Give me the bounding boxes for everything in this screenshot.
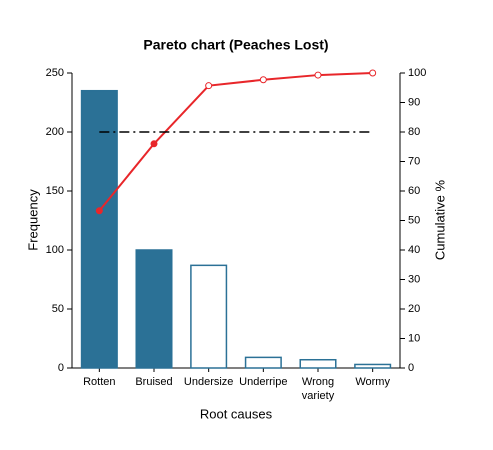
y2-axis-label: Cumulative % (432, 179, 447, 260)
y2-tick-label: 20 (408, 303, 420, 315)
bar (354, 363, 392, 369)
x-tick-label: Wormy (355, 376, 390, 388)
y-tick-label: 100 (46, 244, 64, 256)
y2-tick-label: 30 (408, 273, 420, 285)
y2-tick-label: 70 (408, 155, 420, 167)
x-tick-label: Rotten (83, 376, 116, 388)
y-tick-label: 150 (46, 185, 64, 197)
y2-tick-label: 60 (408, 185, 420, 197)
x-tick-label: Bruised (135, 376, 173, 388)
y-tick-label: 0 (58, 362, 64, 374)
line-marker (369, 69, 377, 77)
bar (135, 249, 173, 369)
y2-tick-label: 50 (408, 214, 420, 226)
bar (299, 358, 337, 369)
y2-tick-label: 40 (408, 244, 420, 256)
y2-tick-label: 10 (408, 332, 420, 344)
y2-tick-label: 0 (408, 362, 414, 374)
y2-tick-label: 80 (408, 126, 420, 138)
x-tick-label: Underripe (239, 376, 288, 388)
line-marker (150, 140, 158, 148)
line-marker (314, 71, 322, 79)
y2-tick-label: 100 (408, 67, 426, 79)
bar (244, 356, 282, 369)
chart-title: Pareto chart (Peaches Lost) (143, 37, 328, 53)
x-axis-label: Root causes (200, 406, 273, 421)
x-tick-label: Undersize (183, 376, 234, 388)
line-marker (259, 76, 267, 84)
y-tick-label: 250 (46, 67, 64, 79)
y-tick-label: 50 (52, 303, 64, 315)
bar (80, 89, 118, 369)
y2-tick-label: 90 (408, 96, 420, 108)
line-marker (205, 82, 213, 90)
y-axis-label: Frequency (25, 189, 40, 251)
x-tick-label: Wrong variety (301, 376, 335, 402)
bar (190, 264, 228, 369)
cumulative-line (98, 72, 373, 212)
y-tick-label: 200 (46, 126, 64, 138)
line-marker (95, 207, 103, 215)
